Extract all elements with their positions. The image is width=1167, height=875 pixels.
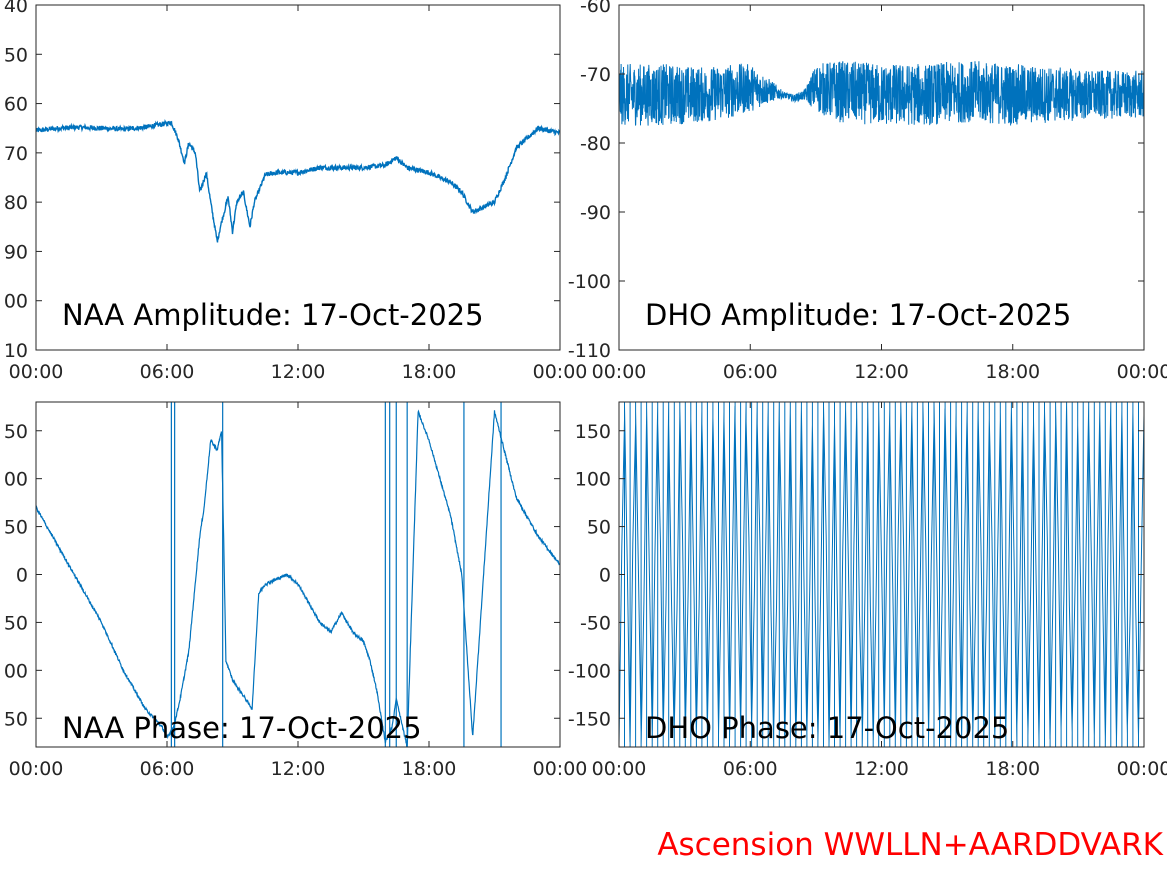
y-tick-label: 0 xyxy=(16,565,28,587)
series-group xyxy=(36,402,560,747)
x-tick-label: 12:00 xyxy=(854,758,909,780)
y-tick-label: 60 xyxy=(4,94,28,116)
series-group xyxy=(36,119,560,243)
series-group xyxy=(619,402,1144,747)
panel-title: DHO Phase: 17-Oct-2025 xyxy=(645,711,1009,745)
y-tick-label: 50 xyxy=(587,517,611,539)
y-tick-label: -50 xyxy=(580,612,611,634)
panel-title: DHO Amplitude: 17-Oct-2025 xyxy=(645,298,1071,332)
x-tick-label: 06:00 xyxy=(723,361,778,383)
y-tick-label: 90 xyxy=(4,241,28,263)
y-tick-label: -110 xyxy=(568,340,611,362)
y-tick-label: 50 xyxy=(4,421,28,443)
x-tick-label: 18:00 xyxy=(985,758,1040,780)
dho-phase-panel: 150 100 50 0 -50 -100 -150 00:00 06:00 12:00 18:00… xyxy=(568,401,1167,780)
x-tick-label: 00:00 xyxy=(533,361,588,383)
series-line xyxy=(619,402,1144,747)
y-tick-label: -100 xyxy=(568,660,611,682)
y-tick-label: 50 xyxy=(4,708,28,730)
x-tick-label: 00:00 xyxy=(1117,361,1167,383)
x-tick-label: 00:00 xyxy=(592,361,647,383)
y-tick-label: 100 xyxy=(575,469,611,491)
series-group xyxy=(619,61,1144,126)
x-tick-label: 06:00 xyxy=(723,758,778,780)
x-tick-label: 18:00 xyxy=(985,361,1040,383)
x-tick-label: 12:00 xyxy=(271,361,326,383)
y-tick-label: -90 xyxy=(580,202,611,224)
y-tick-label: 0 xyxy=(599,565,611,587)
naa-phase-panel: 50 00 50 0 50 00 50 00:00 06:00 12:00 18:00 00:00 NA… xyxy=(4,401,588,780)
y-tick-label: -60 xyxy=(580,0,611,17)
panel-title: NAA Amplitude: 17-Oct-2025 xyxy=(62,298,484,332)
y-tick-label: -80 xyxy=(580,133,611,155)
x-tick-label: 00:00 xyxy=(9,361,64,383)
y-tick-label: 80 xyxy=(4,192,28,214)
y-tick-label: -70 xyxy=(580,64,611,86)
y-tick-label: 10 xyxy=(4,340,28,362)
y-tick-label: 50 xyxy=(4,517,28,539)
x-tick-label: 00:00 xyxy=(1117,758,1167,780)
series-line xyxy=(36,119,560,243)
y-tick-label: 00 xyxy=(4,291,28,313)
x-tick-label: 12:00 xyxy=(271,758,326,780)
y-tick-label: 70 xyxy=(4,143,28,165)
x-tick-label: 00:00 xyxy=(533,758,588,780)
y-tick-label: 00 xyxy=(4,660,28,682)
y-tick-label: 40 xyxy=(4,0,28,17)
x-tick-label: 06:00 xyxy=(140,758,195,780)
y-tick-label: -100 xyxy=(568,271,611,293)
x-tick-label: 12:00 xyxy=(854,361,909,383)
y-tick-label: -150 xyxy=(568,708,611,730)
axes-frame xyxy=(35,401,561,748)
x-tick-label: 06:00 xyxy=(140,361,195,383)
panel-title: NAA Phase: 17-Oct-2025 xyxy=(62,711,422,745)
series-line xyxy=(36,409,560,747)
y-tick-label: 150 xyxy=(575,421,611,443)
footer-caption: Ascension WWLLN+AARDDVARK xyxy=(657,827,1163,863)
y-tick-label: 50 xyxy=(4,44,28,66)
series-line xyxy=(619,61,1144,126)
x-tick-label: 00:00 xyxy=(9,758,64,780)
y-tick-label: 50 xyxy=(4,612,28,634)
y-tick-label: 00 xyxy=(4,469,28,491)
x-tick-label: 18:00 xyxy=(402,758,457,780)
x-tick-label: 18:00 xyxy=(402,361,457,383)
x-tick-label: 00:00 xyxy=(592,758,647,780)
